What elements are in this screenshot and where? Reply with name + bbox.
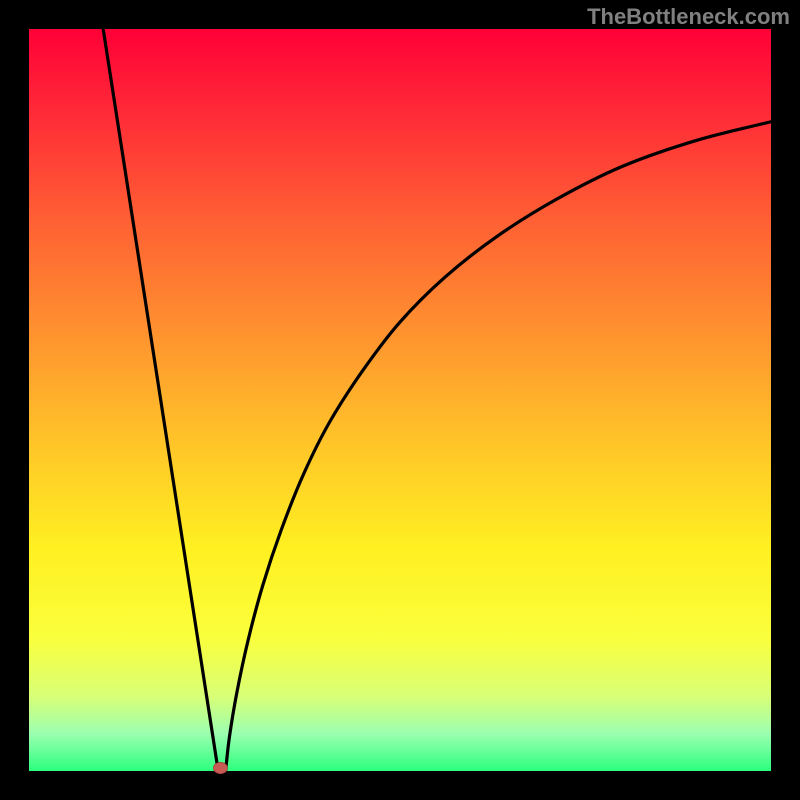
- plot-area-background: [29, 29, 771, 771]
- optimum-marker: [213, 762, 227, 773]
- watermark-text: TheBottleneck.com: [587, 4, 790, 30]
- bottleneck-chart: [0, 0, 800, 800]
